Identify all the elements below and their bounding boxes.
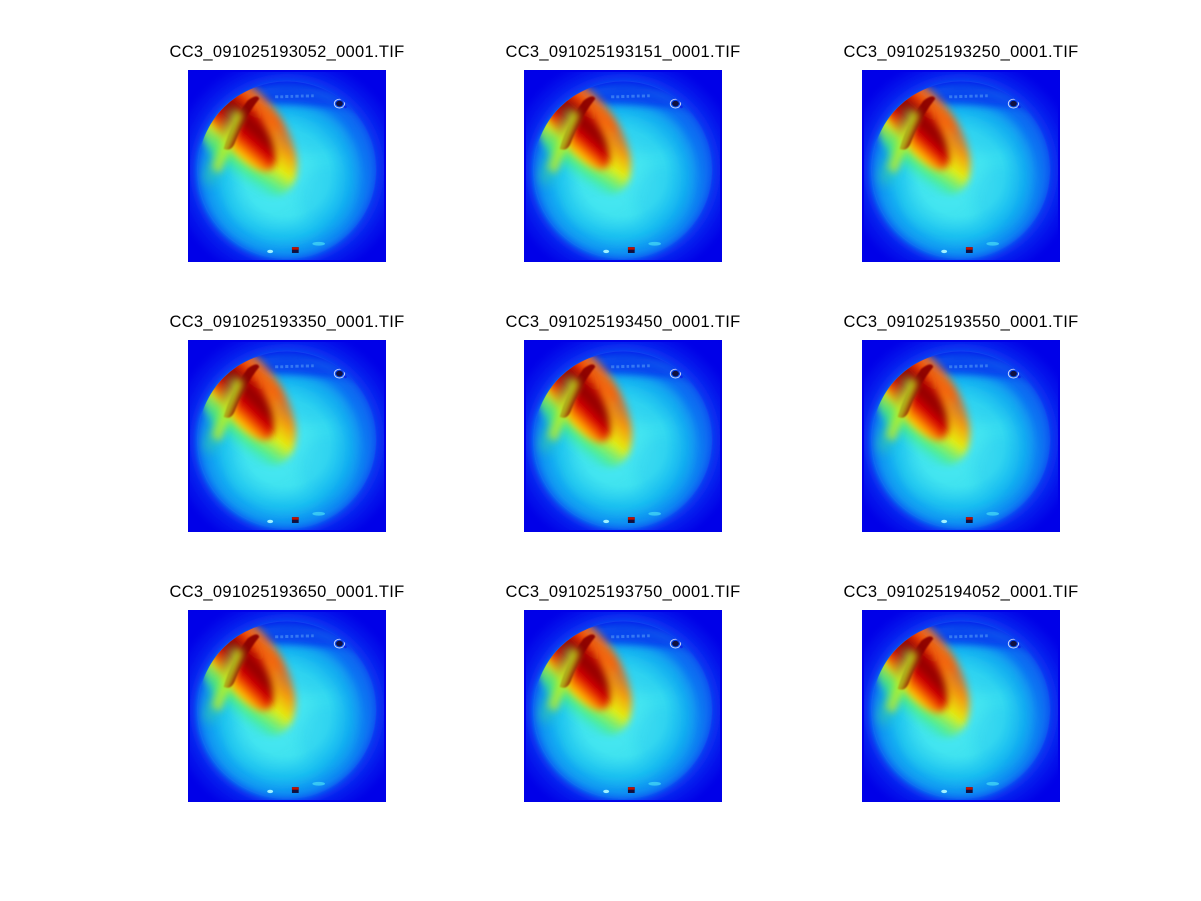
image-panel-9[interactable]: CC3_091025194052_0001.TIF	[843, 583, 1078, 802]
image-title-4: CC3_091025193350_0001.TIF	[169, 313, 405, 331]
image-panel-7[interactable]: CC3_091025193650_0001.TIF	[169, 583, 404, 802]
image-title-2: CC3_091025193151_0001.TIF	[505, 43, 741, 61]
thermal-image-5[interactable]	[524, 340, 722, 532]
image-panel-5[interactable]: CC3_091025193450_0001.TIF	[505, 313, 740, 532]
thermal-image-8[interactable]	[524, 610, 722, 802]
image-title-7: CC3_091025193650_0001.TIF	[169, 583, 405, 601]
image-title-1: CC3_091025193052_0001.TIF	[169, 43, 405, 61]
image-panel-2[interactable]: CC3_091025193151_0001.TIF	[505, 43, 740, 262]
image-panel-4[interactable]: CC3_091025193350_0001.TIF	[169, 313, 404, 532]
thermal-image-7[interactable]	[188, 610, 386, 802]
thermal-image-2[interactable]	[524, 70, 722, 262]
image-panel-8[interactable]: CC3_091025193750_0001.TIF	[505, 583, 740, 802]
image-panel-3[interactable]: CC3_091025193250_0001.TIF	[843, 43, 1078, 262]
thermal-image-9[interactable]	[862, 610, 1060, 802]
thermal-image-3[interactable]	[862, 70, 1060, 262]
image-title-9: CC3_091025194052_0001.TIF	[843, 583, 1079, 601]
image-title-3: CC3_091025193250_0001.TIF	[843, 43, 1079, 61]
image-panel-1[interactable]: CC3_091025193052_0001.TIF	[169, 43, 404, 262]
image-title-5: CC3_091025193450_0001.TIF	[505, 313, 741, 331]
thermal-image-4[interactable]	[188, 340, 386, 532]
thermal-image-6[interactable]	[862, 340, 1060, 532]
image-title-6: CC3_091025193550_0001.TIF	[843, 313, 1079, 331]
image-title-8: CC3_091025193750_0001.TIF	[505, 583, 741, 601]
thermal-image-1[interactable]	[188, 70, 386, 262]
image-panel-6[interactable]: CC3_091025193550_0001.TIF	[843, 313, 1078, 532]
